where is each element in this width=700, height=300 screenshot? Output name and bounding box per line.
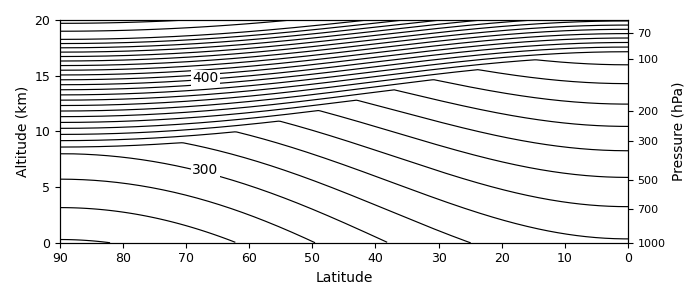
Y-axis label: Pressure (hPa): Pressure (hPa) (671, 82, 685, 181)
X-axis label: Latitude: Latitude (315, 271, 372, 285)
Y-axis label: Altitude (km): Altitude (km) (15, 86, 29, 177)
Text: 300: 300 (192, 163, 218, 177)
Text: 400: 400 (192, 71, 218, 85)
